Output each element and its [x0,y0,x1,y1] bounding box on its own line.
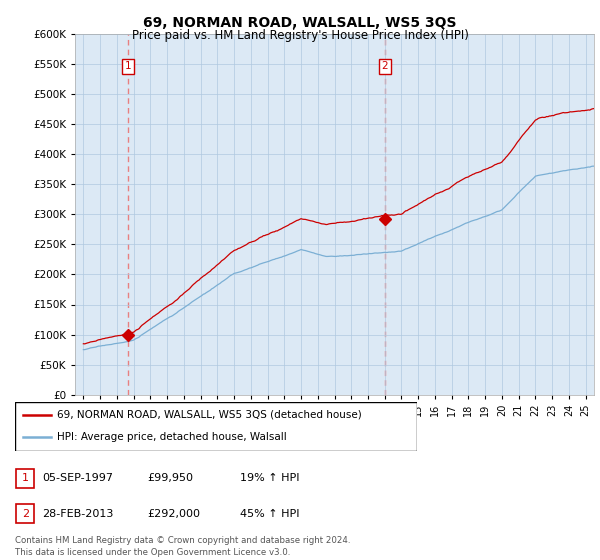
Text: 1: 1 [22,473,29,483]
Text: 69, NORMAN ROAD, WALSALL, WS5 3QS (detached house): 69, NORMAN ROAD, WALSALL, WS5 3QS (detac… [57,410,362,420]
Bar [16,504,34,523]
Text: 2: 2 [382,61,388,71]
Text: 05-SEP-1997: 05-SEP-1997 [42,473,113,483]
Text: £292,000: £292,000 [147,508,200,519]
Text: £99,950: £99,950 [147,473,193,483]
Text: 45% ↑ HPI: 45% ↑ HPI [240,508,299,519]
Text: 69, NORMAN ROAD, WALSALL, WS5 3QS: 69, NORMAN ROAD, WALSALL, WS5 3QS [143,16,457,30]
Bar [16,469,34,488]
Text: 28-FEB-2013: 28-FEB-2013 [42,508,113,519]
Text: 19% ↑ HPI: 19% ↑ HPI [240,473,299,483]
Text: 2: 2 [22,508,29,519]
Text: HPI: Average price, detached house, Walsall: HPI: Average price, detached house, Wals… [57,432,287,442]
Text: Price paid vs. HM Land Registry's House Price Index (HPI): Price paid vs. HM Land Registry's House … [131,29,469,42]
Text: 1: 1 [125,61,131,71]
Text: Contains HM Land Registry data © Crown copyright and database right 2024.
This d: Contains HM Land Registry data © Crown c… [15,536,350,557]
